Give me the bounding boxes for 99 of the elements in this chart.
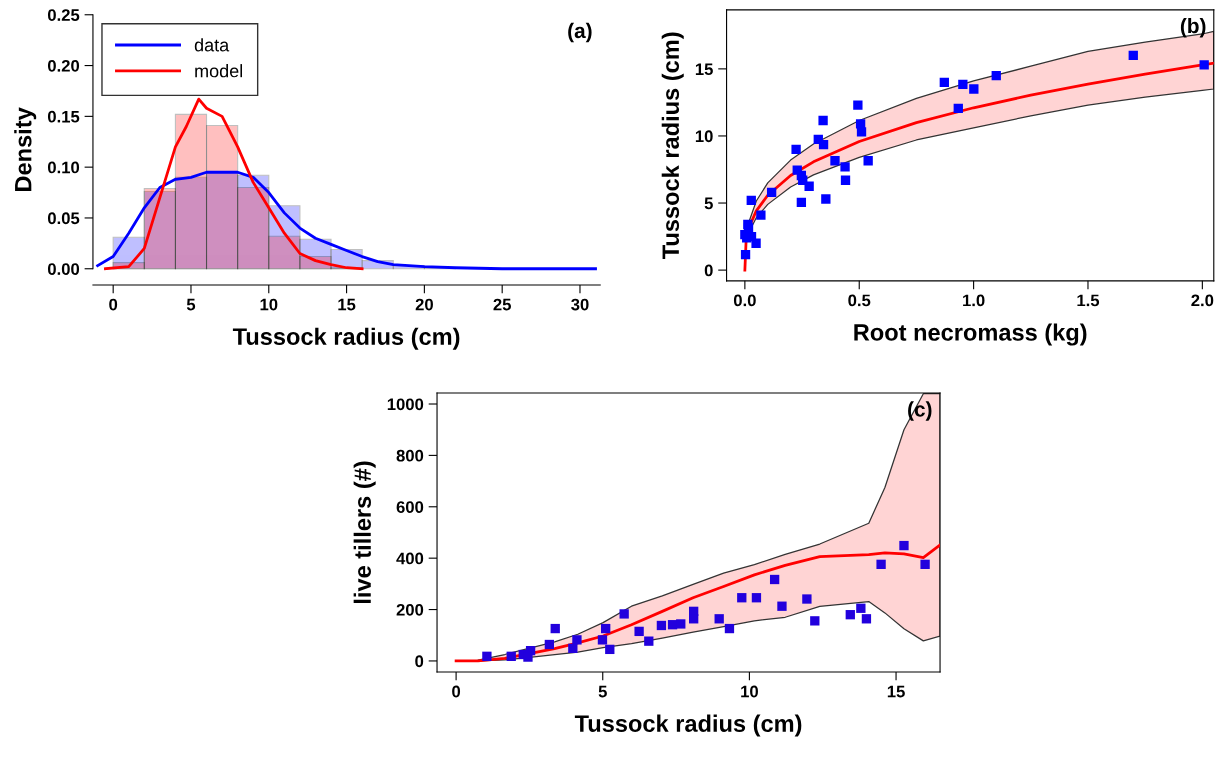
x-tick-label: 15 — [338, 298, 356, 311]
y-tick-label: 400 — [396, 552, 424, 565]
point — [969, 84, 979, 94]
point — [856, 127, 867, 137]
point — [899, 540, 909, 551]
y-tick-label: 200 — [396, 603, 424, 616]
y-tick-label: 0.25 — [47, 9, 80, 21]
x-tick-label: 0 — [109, 298, 118, 311]
y-axis-title: Tussock radius (cm) — [661, 32, 684, 260]
x-axis-title: Tussock radius (cm) — [232, 327, 460, 350]
point — [525, 646, 536, 656]
point — [751, 593, 762, 603]
x-tick-label: 2.0 — [1191, 294, 1214, 307]
point — [550, 623, 560, 634]
y-tick-label: 0 — [704, 264, 713, 277]
point — [853, 100, 863, 110]
y-tick-label: 0.20 — [47, 59, 80, 72]
point — [743, 223, 754, 233]
x-tick-label: 1.5 — [1077, 294, 1100, 307]
point — [856, 603, 866, 613]
point — [1128, 50, 1138, 61]
x-tick-label: 25 — [493, 298, 511, 311]
point — [818, 140, 829, 150]
x-tick-label: 20 — [415, 298, 433, 311]
line-series — [743, 61, 1214, 272]
line-series — [454, 543, 941, 663]
annotation: (a) — [568, 22, 592, 43]
point — [601, 623, 611, 634]
y-tick-label: 10 — [695, 130, 713, 143]
line-series — [96, 170, 597, 271]
point — [724, 623, 735, 634]
point — [791, 144, 801, 155]
point — [810, 616, 820, 626]
y-tick-label: 0.10 — [47, 161, 80, 174]
x-tick-label: 30 — [571, 298, 589, 311]
x-tick-label: 10 — [260, 298, 278, 311]
annotation: (b) — [1180, 17, 1206, 38]
legend-label: model — [195, 64, 243, 78]
point — [777, 601, 787, 611]
point — [804, 181, 814, 191]
point — [751, 238, 761, 248]
y-tick-label: 800 — [396, 449, 424, 462]
point — [544, 639, 555, 650]
x-tick-label: 15 — [887, 685, 905, 698]
point — [821, 194, 831, 204]
point — [818, 115, 828, 126]
point — [597, 635, 608, 645]
x-tick-label: 5 — [598, 685, 607, 698]
point — [953, 103, 963, 114]
point — [714, 614, 724, 624]
point — [845, 610, 855, 620]
x-axis-title: Root necromass (kg) — [854, 323, 1087, 346]
y-tick-label: 0.15 — [47, 110, 80, 123]
legend-label: data — [194, 38, 230, 52]
x-tick-label: 5 — [186, 298, 196, 311]
y-axis-title: live tillers (#) — [353, 461, 376, 603]
point — [676, 619, 686, 629]
point — [802, 594, 812, 604]
point — [619, 609, 629, 619]
point — [958, 79, 968, 89]
point — [737, 593, 747, 603]
x-tick-label: 0.5 — [848, 294, 871, 307]
point — [656, 620, 667, 631]
point — [796, 197, 807, 208]
y-tick-label: 0.05 — [47, 212, 80, 225]
y-tick-label: 1000 — [387, 398, 424, 411]
point — [830, 156, 840, 166]
y-tick-label: 5 — [704, 197, 713, 210]
point — [920, 559, 930, 569]
x-axis-title: Tussock radius (cm) — [574, 714, 802, 737]
point — [991, 70, 1001, 81]
y-tick-label: 15 — [695, 63, 713, 76]
point — [861, 614, 872, 624]
point — [644, 636, 654, 646]
point — [876, 559, 886, 569]
point — [605, 644, 615, 655]
point — [482, 651, 492, 661]
x-tick-label: 0.0 — [733, 294, 756, 307]
y-tick-label: 0.00 — [47, 263, 80, 275]
y-tick-label: 600 — [396, 501, 424, 513]
point — [1199, 60, 1209, 70]
point — [634, 626, 644, 637]
x-tick-label: 10 — [741, 685, 758, 698]
y-tick-label: 0 — [415, 655, 424, 668]
y-axis-title: Density — [14, 107, 37, 191]
point — [840, 162, 850, 172]
point — [740, 250, 751, 260]
x-tick-label: 1.0 — [963, 294, 985, 307]
point — [746, 195, 756, 206]
x-tick-label: 0 — [452, 685, 461, 698]
point — [863, 156, 873, 166]
point — [506, 651, 516, 661]
point — [840, 175, 851, 185]
point — [939, 77, 949, 87]
point — [766, 187, 777, 197]
point — [572, 635, 582, 645]
point — [769, 574, 780, 585]
point — [689, 614, 699, 624]
point — [756, 210, 766, 220]
